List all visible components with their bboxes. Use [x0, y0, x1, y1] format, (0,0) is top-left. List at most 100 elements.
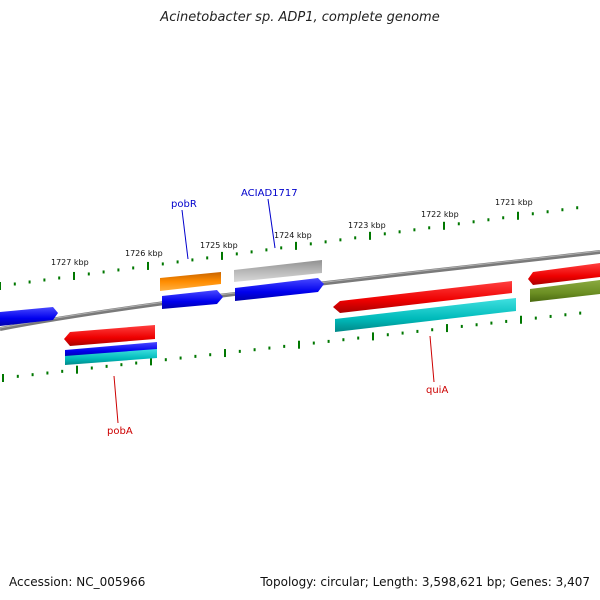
feature-red-pobA[interactable]	[64, 325, 155, 346]
scale-minor-tick	[253, 348, 256, 352]
scale-minor-tick	[46, 371, 49, 375]
scale-minor-tick	[383, 232, 386, 236]
scale-major-tick	[295, 241, 297, 250]
feature-red-quiA[interactable]	[333, 281, 512, 313]
scale-label-1721: 1721 kbp	[495, 198, 533, 207]
scale-minor-tick	[472, 220, 475, 224]
scale-minor-tick	[191, 258, 194, 262]
scale-minor-tick	[401, 331, 404, 335]
scale-minor-tick	[235, 252, 238, 256]
scale-major-tick	[73, 271, 75, 280]
scale-minor-tick	[194, 354, 197, 358]
scale-major-tick	[443, 221, 445, 230]
scale-minor-tick	[505, 319, 508, 323]
scale-minor-tick	[354, 236, 357, 240]
scale-minor-tick	[386, 333, 389, 337]
gene-label-ACIAD1717[interactable]: ACIAD1717	[241, 188, 298, 199]
scale-minor-tick	[161, 262, 164, 266]
scale-minor-tick	[502, 216, 505, 220]
scale-minor-tick	[357, 336, 360, 340]
scale-minor-tick	[132, 266, 135, 270]
scale-major-tick	[298, 340, 300, 349]
map-title: Acinetobacter sp. ADP1, complete genome	[160, 10, 440, 25]
feature-blue-pobR[interactable]	[162, 290, 223, 309]
scale-minor-tick	[549, 314, 552, 318]
scale-major-tick	[520, 315, 522, 324]
scale-minor-tick	[28, 280, 31, 284]
feature-blue-pobA[interactable]	[65, 342, 157, 357]
scale-minor-tick	[164, 358, 167, 362]
gene-label-quiA[interactable]: quiA	[426, 385, 448, 396]
scale-minor-tick	[16, 374, 19, 378]
scale-label-1727: 1727 kbp	[51, 258, 89, 267]
accession-text: Accession: NC_005966	[9, 575, 146, 589]
quiA-leader-line	[429, 335, 435, 383]
scale-major-tick	[150, 357, 152, 366]
scale-minor-tick	[534, 316, 537, 320]
scale-minor-tick	[398, 230, 401, 234]
topology-text: Topology: circular; Length: 3,598,621 bp…	[260, 575, 590, 589]
scale-minor-tick	[120, 363, 123, 367]
scale-minor-tick	[416, 329, 419, 333]
scale-minor-tick	[90, 366, 93, 370]
scale-minor-tick	[431, 328, 434, 332]
scale-minor-tick	[283, 344, 286, 348]
scale-minor-tick	[87, 272, 90, 276]
scale-minor-tick	[135, 361, 138, 365]
feature-cyan-quiA[interactable]	[335, 298, 516, 332]
scale-label-1726: 1726 kbp	[125, 249, 163, 258]
scale-major-tick	[517, 211, 519, 220]
feature-blue-left[interactable]	[0, 307, 58, 326]
scale-minor-tick	[13, 282, 16, 286]
scale-major-tick	[372, 332, 374, 341]
feature-red-right[interactable]	[528, 263, 600, 285]
feature-blue-ACIAD1717[interactable]	[235, 278, 324, 301]
lower-scale-dots	[2, 311, 582, 382]
scale-major-tick	[369, 231, 371, 240]
scale-label-1725: 1725 kbp	[200, 241, 238, 250]
feature-olive-right[interactable]	[530, 280, 600, 302]
scale-label-1722: 1722 kbp	[421, 210, 459, 219]
scale-minor-tick	[546, 210, 549, 214]
scale-minor-tick	[428, 226, 431, 230]
gene-label-pobR[interactable]: pobR	[171, 199, 197, 210]
scale-minor-tick	[176, 260, 179, 264]
scale-minor-tick	[58, 276, 61, 280]
scale-minor-tick	[280, 246, 283, 250]
scale-major-tick	[224, 349, 226, 358]
scale-minor-tick	[309, 242, 312, 246]
feature-cyan-pobA[interactable]	[65, 349, 157, 365]
scale-minor-tick	[490, 321, 493, 325]
scale-minor-tick	[31, 373, 34, 377]
scale-minor-tick	[265, 248, 268, 252]
scale-minor-tick	[339, 238, 342, 242]
feature-gray-ACIAD1717[interactable]	[234, 260, 322, 282]
ACIAD1717-leader-line	[267, 198, 276, 249]
scale-minor-tick	[105, 364, 108, 368]
scale-major-tick	[76, 365, 78, 374]
scale-major-tick	[446, 324, 448, 333]
scale-major-tick	[0, 282, 1, 290]
scale-minor-tick	[209, 353, 212, 357]
gene-label-pobA[interactable]: pobA	[107, 426, 133, 437]
scale-minor-tick	[561, 208, 564, 212]
scale-minor-tick	[564, 313, 567, 317]
scale-minor-tick	[268, 346, 271, 350]
upper-scale-dots	[0, 206, 579, 290]
scale-major-tick	[221, 251, 223, 260]
scale-minor-tick	[579, 311, 582, 315]
pobR-leader-line	[181, 209, 189, 260]
scale-minor-tick	[460, 324, 463, 328]
feature-orange-pobR[interactable]	[160, 272, 221, 291]
scale-minor-tick	[206, 256, 209, 260]
scale-minor-tick	[531, 212, 534, 216]
scale-minor-tick	[117, 268, 120, 272]
scale-minor-tick	[324, 240, 327, 244]
scale-major-tick	[147, 261, 149, 270]
scale-minor-tick	[102, 270, 105, 274]
scale-minor-tick	[250, 250, 253, 254]
scale-label-1724: 1724 kbp	[274, 231, 312, 240]
scale-minor-tick	[457, 222, 460, 226]
scale-minor-tick	[327, 339, 330, 343]
